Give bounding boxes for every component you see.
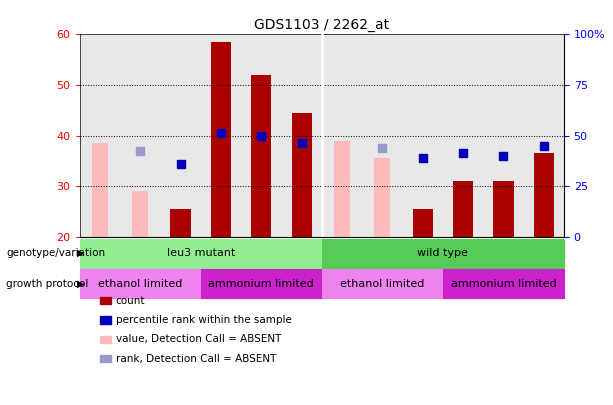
Text: leu3 mutant: leu3 mutant <box>167 248 235 258</box>
Text: ▶: ▶ <box>77 279 84 289</box>
Text: value, Detection Call = ABSENT: value, Detection Call = ABSENT <box>116 335 281 344</box>
Point <box>176 160 186 167</box>
Text: ethanol limited: ethanol limited <box>340 279 425 289</box>
Point <box>498 153 508 159</box>
Text: ethanol limited: ethanol limited <box>98 279 183 289</box>
Bar <box>292 113 312 237</box>
Point <box>539 143 549 149</box>
Bar <box>251 75 272 237</box>
Bar <box>241 34 281 237</box>
Text: ▶: ▶ <box>77 248 84 258</box>
Bar <box>443 34 483 237</box>
Text: percentile rank within the sample: percentile rank within the sample <box>116 315 292 325</box>
Bar <box>375 158 390 237</box>
Text: ammonium limited: ammonium limited <box>208 279 314 289</box>
Bar <box>493 181 514 237</box>
Bar <box>413 209 433 237</box>
Bar <box>281 34 322 237</box>
Bar <box>362 34 403 237</box>
Title: GDS1103 / 2262_at: GDS1103 / 2262_at <box>254 18 389 32</box>
Bar <box>524 34 564 237</box>
Point <box>297 140 306 147</box>
Bar <box>120 34 161 237</box>
Bar <box>483 34 524 237</box>
Bar <box>170 209 191 237</box>
Text: wild type: wild type <box>417 248 468 258</box>
Point <box>458 150 468 157</box>
Text: ammonium limited: ammonium limited <box>451 279 557 289</box>
Text: growth protocol: growth protocol <box>6 279 88 289</box>
Bar <box>534 153 554 237</box>
Text: genotype/variation: genotype/variation <box>6 248 105 258</box>
Bar <box>132 192 148 237</box>
Text: rank, Detection Call = ABSENT: rank, Detection Call = ABSENT <box>116 354 276 364</box>
Point <box>378 145 387 151</box>
Bar <box>453 181 473 237</box>
Point <box>256 132 266 139</box>
Bar <box>161 34 201 237</box>
Point <box>135 148 145 154</box>
Point <box>216 130 226 136</box>
Bar <box>80 34 120 237</box>
Bar <box>403 34 443 237</box>
Bar <box>334 141 350 237</box>
Bar <box>211 42 231 237</box>
Bar <box>201 34 241 237</box>
Bar <box>92 143 108 237</box>
Point <box>418 155 428 162</box>
Bar <box>322 34 362 237</box>
Text: count: count <box>116 296 145 305</box>
